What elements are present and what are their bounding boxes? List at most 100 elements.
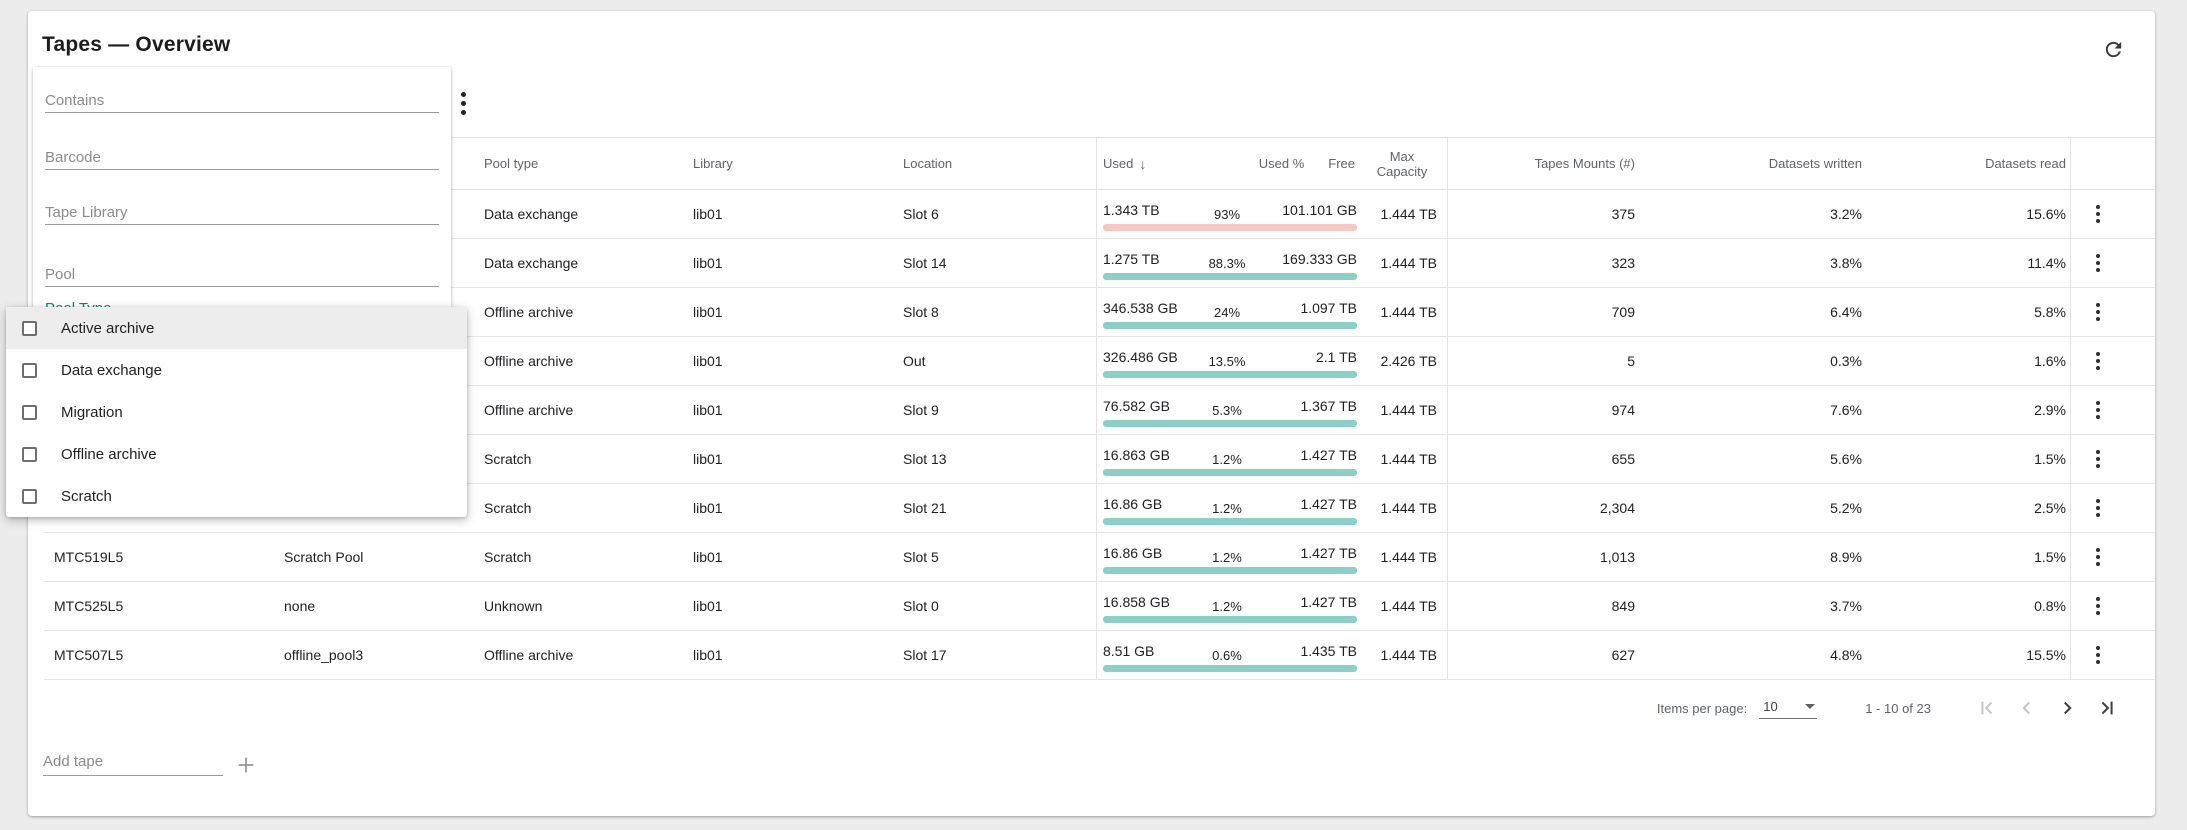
header-library[interactable]: Library [693, 156, 733, 171]
cell-tapes-mounts: 2,304 [1599, 500, 1635, 516]
cell-max-capacity: 1.444 TB [1357, 190, 1448, 238]
header-datasets-read[interactable]: Datasets read [1872, 138, 2071, 189]
used-bar [1103, 469, 1357, 476]
checkbox-icon[interactable] [22, 320, 37, 336]
pool-type-option-label: Offline archive [61, 445, 157, 463]
used-value: 16.863 GB [1103, 447, 1170, 463]
cell-datasets-written: 0.3% [1830, 353, 1862, 369]
cell-location: Slot 13 [893, 435, 1097, 483]
cell-pool-type: Scratch [484, 549, 532, 565]
row-menu-button[interactable] [2081, 197, 2115, 231]
kebab-icon [2096, 205, 2100, 209]
cell-location: Slot 6 [893, 190, 1097, 238]
cell-location: Slot 5 [893, 533, 1097, 581]
table-row: Data exchange lib01 Slot 14 1.275 TB 88.… [44, 239, 2155, 288]
filter-panel: Pool Type [33, 67, 451, 319]
cell-usage: 326.486 GB 13.5% 2.1 TB [1097, 337, 1357, 385]
table-row: Data exchange lib01 Slot 6 1.343 TB 93% … [44, 190, 2155, 239]
used-value: 346.538 GB [1103, 300, 1178, 316]
cell-datasets-read: 1.6% [1872, 337, 2071, 385]
row-menu-button[interactable] [2081, 344, 2115, 378]
previous-page-button[interactable] [2007, 688, 2047, 728]
last-page-button[interactable] [2087, 688, 2127, 728]
row-menu-button[interactable] [2081, 246, 2115, 280]
free-value: 101.101 GB [1282, 202, 1357, 218]
cell-max-capacity: 1.444 TB [1357, 533, 1448, 581]
header-used-pct[interactable]: Used % [1258, 156, 1305, 171]
cell-usage: 1.275 TB 88.3% 169.333 GB [1097, 239, 1357, 287]
pool-type-option[interactable]: Migration [6, 391, 467, 433]
row-menu-button[interactable] [2081, 589, 2115, 623]
cell-actions [2071, 190, 2155, 238]
cell-location: Slot 17 [893, 631, 1097, 679]
kebab-icon [2096, 254, 2100, 258]
row-menu-button[interactable] [2081, 295, 2115, 329]
row-menu-button[interactable] [2081, 442, 2115, 476]
header-tapes-mounts[interactable]: Tapes Mounts (#) [1534, 156, 1635, 171]
header-pool-type[interactable]: Pool type [484, 156, 539, 171]
used-percent-value: 13.5% [1208, 354, 1246, 369]
used-percent-value: 24% [1213, 305, 1241, 320]
kebab-icon [2096, 352, 2100, 356]
column-menu-button[interactable] [448, 84, 478, 122]
checkbox-icon[interactable] [22, 404, 37, 420]
used-value: 16.86 GB [1103, 545, 1163, 561]
pool-type-option[interactable]: Data exchange [6, 349, 467, 391]
pool-type-option[interactable]: Active archive [6, 307, 467, 349]
first-page-button[interactable] [1967, 688, 2007, 728]
header-location[interactable]: Location [893, 138, 1097, 189]
add-tape-button[interactable] [228, 747, 264, 783]
table-row: MTC507L5 offline_pool3 Offline archive l… [44, 631, 2155, 680]
items-per-page-select[interactable]: 10 [1759, 697, 1818, 719]
cell-library: lib01 [693, 598, 723, 614]
used-value: 16.858 GB [1103, 594, 1170, 610]
checkbox-icon[interactable] [22, 362, 37, 378]
row-menu-button[interactable] [2081, 540, 2115, 574]
barcode-filter-input[interactable] [45, 146, 439, 170]
contains-filter-input[interactable] [45, 89, 439, 113]
pool-type-option[interactable]: Offline archive [6, 433, 467, 475]
cell-max-capacity: 1.444 TB [1357, 239, 1448, 287]
page-title: Tapes — Overview [42, 33, 231, 56]
next-page-button[interactable] [2047, 688, 2087, 728]
cell-datasets-read: 0.8% [1872, 582, 2071, 630]
kebab-icon [2096, 499, 2100, 503]
row-menu-button[interactable] [2081, 638, 2115, 672]
checkbox-icon[interactable] [22, 488, 37, 504]
kebab-icon [2096, 597, 2100, 601]
cell-pool: offline_pool3 [284, 647, 364, 663]
used-bar [1103, 273, 1357, 280]
pool-type-option[interactable]: Scratch [6, 475, 467, 517]
header-used[interactable]: Used ↓ Used % Free [1103, 155, 1355, 172]
cell-library: lib01 [693, 647, 723, 663]
table-row: Scratch lib01 Slot 21 16.86 GB 1.2% 1.42… [44, 484, 2155, 533]
refresh-button[interactable] [2093, 29, 2133, 69]
cell-datasets-written: 6.4% [1830, 304, 1862, 320]
row-menu-button[interactable] [2081, 393, 2115, 427]
cell-actions [2071, 582, 2155, 630]
cell-library: lib01 [693, 206, 723, 222]
header-max-capacity[interactable]: Max Capacity [1357, 138, 1448, 189]
cell-location: Slot 8 [893, 288, 1097, 336]
cell-actions [2071, 631, 2155, 679]
cell-pool-type: Data exchange [484, 255, 579, 271]
header-free[interactable]: Free [1328, 156, 1355, 171]
cell-datasets-read: 11.4% [1872, 239, 2071, 287]
add-tape-input[interactable] [43, 748, 223, 776]
cell-max-capacity: 1.444 TB [1357, 386, 1448, 434]
cell-actions [2071, 288, 2155, 336]
free-value: 1.367 TB [1300, 398, 1357, 414]
checkbox-icon[interactable] [22, 446, 37, 462]
kebab-icon [2096, 401, 2100, 405]
cell-actions [2071, 484, 2155, 532]
tape-library-filter-input[interactable] [45, 201, 439, 225]
pool-filter-input[interactable] [45, 263, 439, 287]
row-menu-button[interactable] [2081, 491, 2115, 525]
table-row: Offline archive lib01 Slot 8 346.538 GB … [44, 288, 2155, 337]
tapes-table: Pool type Library Location Used ↓ Used %… [28, 137, 2155, 680]
cell-library: lib01 [693, 451, 723, 467]
cell-library: lib01 [693, 549, 723, 565]
table-row: Scratch lib01 Slot 13 16.863 GB 1.2% 1.4… [44, 435, 2155, 484]
header-datasets-written[interactable]: Datasets written [1768, 156, 1862, 171]
plus-icon [238, 757, 254, 773]
